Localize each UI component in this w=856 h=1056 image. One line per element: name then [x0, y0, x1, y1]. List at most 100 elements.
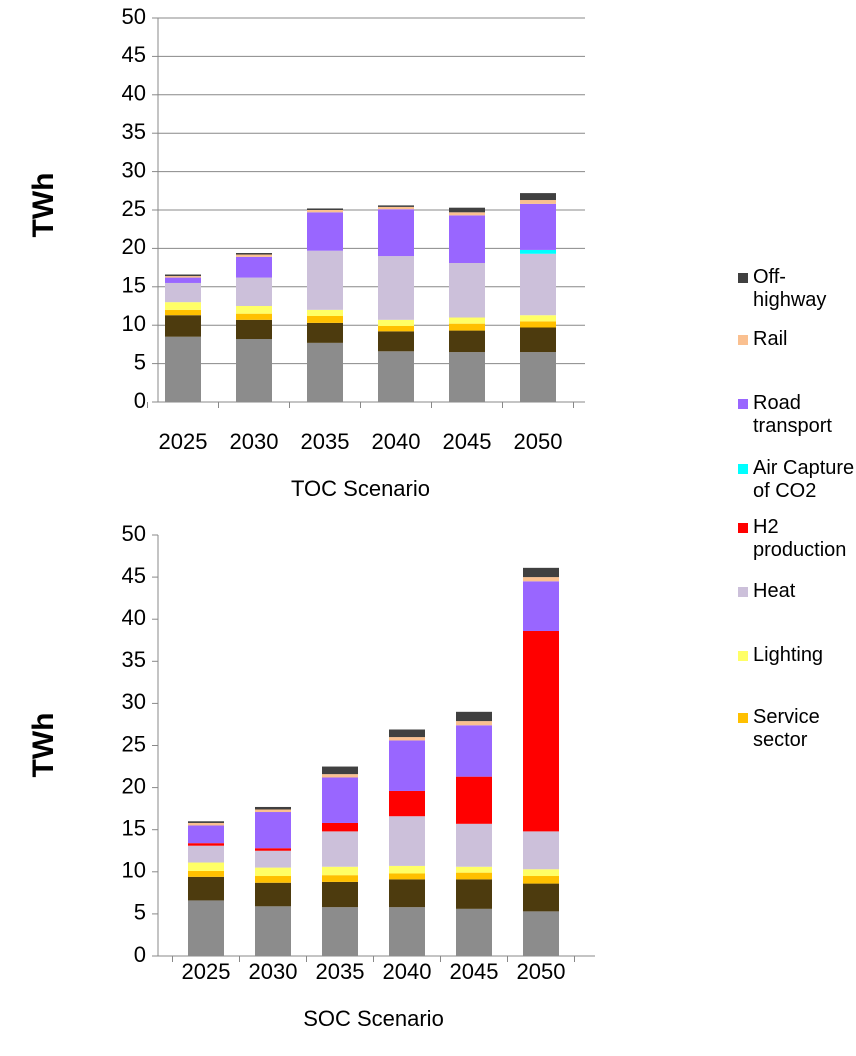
legend-swatch: [738, 464, 748, 474]
bar-segment: [165, 336, 201, 402]
bar-segment: [449, 262, 485, 318]
x-axis-label: TOC Scenario: [291, 476, 430, 501]
bar-segment: [165, 309, 201, 316]
y-tick-label: 10: [122, 311, 146, 336]
bar-segment: [188, 900, 224, 956]
bar-segment: [255, 876, 291, 883]
y-tick-label: 15: [122, 816, 146, 841]
y-tick-label: 50: [122, 521, 146, 546]
y-tick-label: 5: [134, 349, 146, 374]
bar-segment: [520, 315, 556, 322]
y-tick-label: 15: [122, 273, 146, 298]
bar-segment: [188, 843, 224, 846]
bar-segment: [523, 883, 559, 912]
bar-segment: [165, 282, 201, 303]
bar-segment: [378, 256, 414, 320]
bar-segment: [449, 215, 485, 263]
bar-segment: [520, 203, 556, 250]
bar-segment: [236, 339, 272, 402]
bar-segment: [165, 274, 201, 277]
bar-segment: [307, 210, 343, 213]
bar-segment: [307, 208, 343, 210]
x-tick-label: 2050: [514, 429, 563, 454]
y-tick-label: 0: [134, 388, 146, 413]
bar-segment: [255, 812, 291, 849]
bar-segment: [322, 822, 358, 832]
bar-segment: [520, 249, 556, 254]
legend-item: Road transport: [738, 392, 856, 438]
x-tick-label: 2030: [249, 959, 298, 984]
bar-segment: [378, 319, 414, 326]
bar-segment: [255, 882, 291, 907]
bar-segment: [456, 879, 492, 909]
y-tick-label: 25: [122, 196, 146, 221]
bar-segment: [378, 209, 414, 257]
legend-item: Air Capture of CO2: [738, 457, 856, 503]
y-tick-label: 45: [122, 42, 146, 67]
legend-label: Lighting: [753, 644, 824, 666]
legend-swatch: [738, 273, 748, 283]
bar-segment: [520, 200, 556, 204]
legend-item: Service sector: [738, 706, 856, 752]
legend-label: Air Capture of CO2: [753, 457, 855, 502]
legend-swatch: [738, 523, 748, 533]
y-axis-label: TWh: [27, 173, 60, 238]
x-axis-label: SOC Scenario: [303, 1006, 444, 1031]
bar-segment: [255, 848, 291, 851]
x-tick-label: 2035: [316, 959, 365, 984]
bar-segment: [322, 866, 358, 876]
legend-item: H2 production: [738, 516, 856, 562]
bar-segment: [255, 850, 291, 868]
bar-segment: [255, 906, 291, 956]
x-tick-label: 2025: [182, 959, 231, 984]
bar-segment: [389, 740, 425, 791]
bar-segment: [523, 567, 559, 578]
bar-segment: [307, 250, 343, 310]
bar-segment: [389, 729, 425, 738]
y-tick-label: 20: [122, 773, 146, 798]
x-tick-label: 2035: [301, 429, 350, 454]
legend-item: Heat: [738, 580, 856, 603]
bar-segment: [456, 866, 492, 873]
legend-swatch: [738, 587, 748, 597]
y-tick-label: 30: [122, 689, 146, 714]
bar-segment: [523, 577, 559, 582]
legend-swatch: [738, 713, 748, 723]
bar-segment: [236, 319, 272, 340]
legend-label: Off-highway: [753, 266, 827, 311]
legend-item: Lighting: [738, 644, 856, 667]
x-tick-label: 2045: [450, 959, 499, 984]
legend-item: Rail: [738, 328, 856, 351]
bar-segment: [188, 845, 224, 863]
bar-segment: [520, 193, 556, 201]
bar-segment: [307, 315, 343, 323]
bar-segment: [255, 867, 291, 877]
bar-segment: [449, 352, 485, 402]
legend-label: Road transport: [753, 392, 832, 437]
x-tick-label: 2040: [383, 959, 432, 984]
bar-segment: [378, 205, 414, 207]
bar-segment: [165, 302, 201, 310]
legend-label: Heat: [753, 580, 796, 602]
legend-label: Rail: [753, 328, 788, 350]
y-tick-label: 10: [122, 858, 146, 883]
bar-segment: [322, 777, 358, 823]
bar-segment: [449, 317, 485, 324]
x-tick-label: 2025: [159, 429, 208, 454]
legend-swatch: [738, 651, 748, 661]
bar-segment: [449, 323, 485, 331]
bar-segment: [322, 907, 358, 956]
bar-segment: [307, 322, 343, 343]
bar-segment: [378, 331, 414, 352]
bar-segment: [307, 309, 343, 316]
bar-segment: [236, 256, 272, 278]
bar-segment: [165, 315, 201, 337]
bar-segment: [236, 277, 272, 306]
bar-segment: [322, 831, 358, 867]
bar-segment: [188, 822, 224, 826]
bar-segment: [523, 581, 559, 631]
y-tick-label: 25: [122, 731, 146, 756]
bar-segment: [456, 725, 492, 777]
bar-segment: [523, 876, 559, 884]
